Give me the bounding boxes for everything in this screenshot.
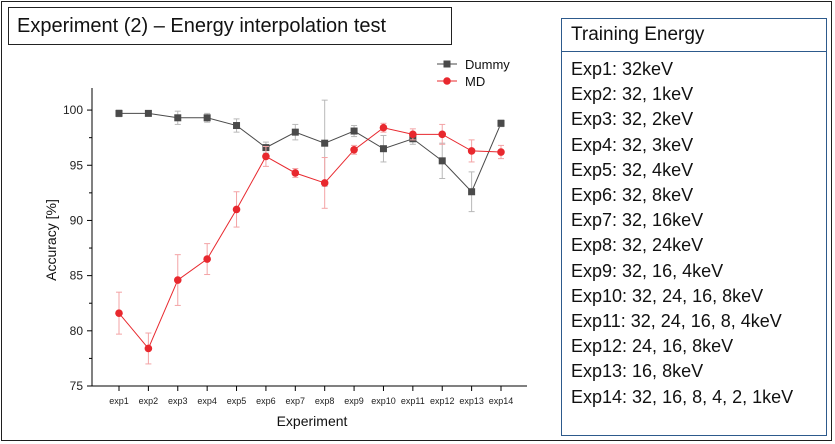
- y-tick-label: 85: [70, 269, 84, 283]
- x-tick-label: exp13: [459, 396, 484, 406]
- chart-axes: 75 80 85 90 95 100 exp1 exp2 exp3 exp4 exp5 exp6 exp…: [43, 88, 527, 429]
- x-tick-label: exp3: [168, 396, 188, 406]
- data-point-circle: [144, 344, 153, 353]
- training-energy-item: Exp10: 32, 24, 16, 8keV: [571, 285, 764, 306]
- training-energy-item: Exp8: 32, 24keV: [571, 235, 704, 256]
- x-tick-label: exp5: [227, 396, 247, 406]
- data-point-circle: [262, 152, 270, 161]
- y-tick-label: 80: [70, 324, 84, 338]
- training-energy-item: Exp14: 32, 16, 8, 4, 2, 1keV: [571, 386, 794, 407]
- x-tick-label: exp2: [139, 396, 159, 406]
- x-tick-label: exp7: [286, 396, 306, 406]
- y-axis-label: Accuracy [%]: [43, 199, 59, 281]
- y-tick-label: 100: [63, 103, 83, 117]
- data-point-circle: [291, 169, 300, 177]
- data-point-square: [291, 128, 299, 136]
- data-point-square: [203, 114, 211, 122]
- y-tick-label: 75: [70, 379, 84, 393]
- data-point-circle: [232, 205, 241, 214]
- data-point-circle: [409, 130, 417, 139]
- data-point-square: [468, 188, 476, 196]
- chart-series: [115, 99, 505, 365]
- data-point-square: [174, 114, 182, 122]
- data-point-square: [233, 122, 241, 130]
- data-point-circle: [497, 148, 505, 156]
- legend-label: Dummy: [465, 57, 510, 72]
- x-tick-label: exp8: [315, 396, 335, 406]
- training-energy-list: Exp1: 32keV Exp2: 32, 1keV Exp3: 32, 2keV E…: [562, 52, 826, 410]
- data-point-square: [144, 109, 152, 117]
- data-point-square: [497, 119, 505, 127]
- training-energy-item: Exp3: 32, 2keV: [571, 109, 694, 130]
- data-point-circle: [203, 255, 211, 263]
- data-point-square: [321, 139, 329, 147]
- training-energy-item: Exp11: 32, 24, 16, 8, 4keV: [571, 311, 782, 332]
- data-point-square: [350, 127, 358, 135]
- training-energy-item: Exp12: 24, 16, 8keV: [571, 336, 734, 357]
- chart-legend: Dummy MD: [437, 57, 510, 89]
- x-tick-label: exp12: [430, 396, 455, 406]
- legend-marker-square: [443, 60, 451, 68]
- data-point-circle: [438, 130, 447, 139]
- x-axis-label: Experiment: [277, 413, 348, 429]
- data-point-circle: [467, 147, 476, 155]
- x-tick-label: exp4: [197, 396, 217, 406]
- slide-title: Experiment (2) – Energy interpolation te…: [8, 7, 452, 45]
- data-point-circle: [115, 309, 123, 317]
- x-tick-label: exp6: [256, 396, 276, 406]
- training-energy-item: Exp1: 32keV: [571, 59, 674, 79]
- y-tick-label: 95: [70, 158, 84, 172]
- training-energy-panel: Training Energy Exp1: 32keV Exp2: 32, 1ke…: [561, 18, 827, 436]
- training-energy-item: Exp6: 32, 8keV: [571, 185, 694, 206]
- data-point-circle: [173, 276, 182, 284]
- x-tick-label: exp9: [344, 396, 364, 406]
- x-tick-label: exp11: [401, 396, 425, 406]
- data-point-square: [438, 157, 446, 165]
- y-tick-label: 90: [70, 213, 84, 227]
- data-point-circle: [350, 146, 358, 154]
- training-energy-item: Exp7: 32, 16keV: [571, 210, 704, 231]
- training-energy-header: Training Energy: [562, 19, 826, 52]
- legend-label: MD: [465, 74, 485, 89]
- x-tick-label: exp14: [489, 396, 514, 406]
- data-point-circle: [379, 123, 388, 132]
- data-point-circle: [320, 179, 329, 187]
- data-point-square: [379, 145, 387, 153]
- x-tick-label: exp1: [109, 396, 129, 406]
- training-energy-item: Exp9: 32, 16, 4keV: [571, 260, 724, 281]
- x-tick-label: exp10: [371, 396, 396, 406]
- training-energy-item: Exp4: 32, 3keV: [571, 134, 694, 155]
- series-line: [119, 112, 502, 193]
- data-point-square: [115, 109, 123, 117]
- accuracy-chart: 75 80 85 90 95 100 exp1 exp2 exp3 exp4 exp5 exp6 exp…: [43, 57, 527, 429]
- training-energy-item: Exp5: 32, 4keV: [571, 159, 694, 180]
- training-energy-item: Exp13: 16, 8keV: [571, 361, 704, 382]
- legend-marker-circle: [443, 77, 451, 85]
- series-line: [118, 127, 502, 350]
- training-energy-item: Exp2: 32, 1keV: [571, 84, 694, 105]
